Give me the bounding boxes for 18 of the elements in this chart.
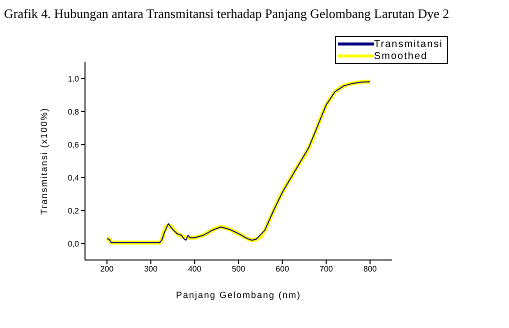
y-tick-label: 0,4 [68, 173, 80, 182]
x-tick-label: 700 [320, 264, 334, 274]
legend-label: Smoothed [374, 50, 428, 62]
y-tick-label: 0,0 [68, 239, 80, 248]
legend-label: Transmitansi [374, 38, 443, 50]
y-tick-label: 0,8 [68, 107, 80, 116]
y-tick-label: 0,6 [68, 140, 80, 150]
x-tick-label: 800 [363, 264, 378, 274]
x-tick-label: 600 [276, 264, 290, 274]
y-tick-label: 0,2 [68, 206, 80, 216]
x-tick-label: 400 [188, 264, 202, 274]
chart-title: Grafik 4. Hubungan antara Transmitansi terhadap Panjang Gelombang Larutan Dye 2 [4, 6, 450, 22]
x-tick-label: 300 [144, 264, 158, 274]
y-axis-title: Transmitansi (x100%) [39, 107, 50, 215]
x-axis-title: Panjang Gelombang (nm) [176, 290, 302, 300]
x-tick-label: 500 [232, 264, 246, 274]
x-tick-label: 200 [100, 264, 114, 274]
y-tick-label: 1,0 [68, 74, 80, 84]
